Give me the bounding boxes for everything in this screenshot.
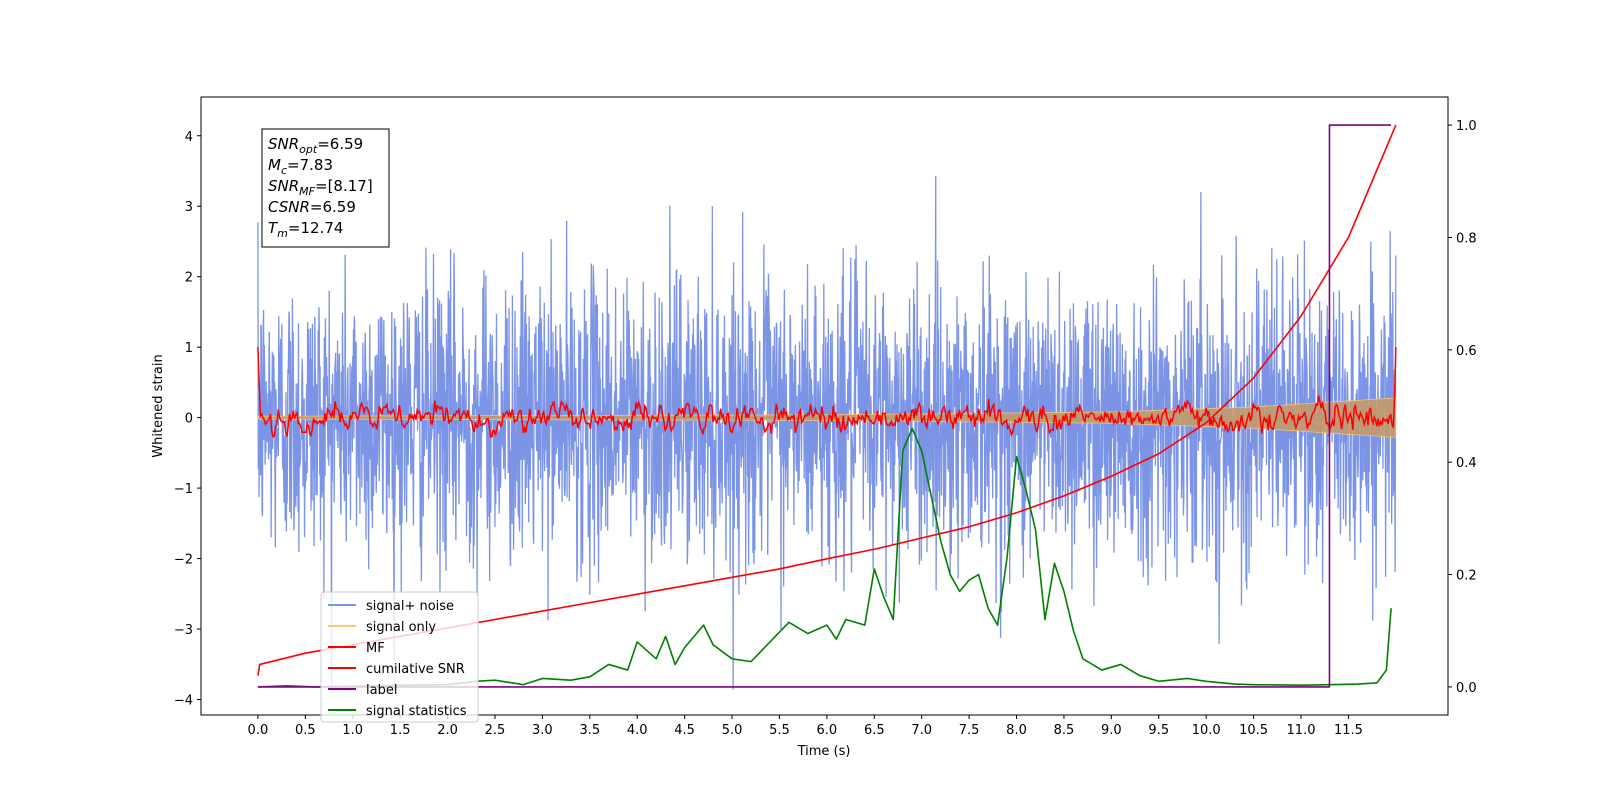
y2-tick-label: 0.4 (1456, 456, 1477, 471)
x-tick-label: 10.0 (1192, 723, 1221, 738)
x-tick-label: 2.5 (485, 723, 506, 738)
annotation-line: SNRMF=[8.17] (268, 177, 373, 198)
y2-tick-label: 0.6 (1456, 344, 1477, 359)
y2-tick-label: 0.8 (1456, 231, 1477, 246)
x-tick-label: 1.0 (342, 723, 363, 738)
legend-entry-label: signal+ noise (366, 599, 454, 614)
x-tick-label: 2.0 (437, 723, 458, 738)
annotation-line: Mc=7.83 (268, 156, 333, 177)
y-axis-label: Whitened strain (151, 354, 166, 457)
legend-entry-label: label (366, 683, 397, 698)
x-tick-label: 4.0 (627, 723, 648, 738)
y2-tick-label: 0.0 (1456, 681, 1477, 696)
y-tick-label: 0 (185, 412, 193, 427)
legend-entry-label: signal only (366, 620, 436, 635)
legend-entry-label: cumilative SNR (366, 662, 465, 677)
legend: signal+ noise signal only MF cumilative SNR… (320, 591, 479, 723)
legend-entry-label: signal statistics (366, 704, 467, 719)
x-tick-label: 9.0 (1101, 723, 1122, 738)
annotation-line: Tm=12.74 (268, 219, 343, 240)
x-tick-label: 0.0 (248, 723, 269, 738)
x-tick-label: 6.0 (817, 723, 838, 738)
y-tick-label: 2 (185, 271, 193, 286)
x-tick-label: 7.5 (959, 723, 980, 738)
y-tick-label: 4 (185, 130, 193, 145)
series-signal-statistics-line (257, 427, 1392, 688)
series-signal-only-band (257, 397, 1397, 438)
y-tick-label: −4 (174, 693, 193, 708)
x-tick-label: 0.5 (295, 723, 316, 738)
annotation-line: SNRopt=6.59 (268, 135, 363, 156)
series-label-line (257, 124, 1392, 688)
x-tick-label: 3.0 (532, 723, 553, 738)
annotation-line: CSNR=6.59 (268, 198, 356, 216)
y2-tick-label: 1.0 (1456, 119, 1477, 134)
x-tick-label: 5.5 (769, 723, 790, 738)
x-tick-label: 4.5 (674, 723, 695, 738)
legend-frame (320, 591, 479, 723)
y-tick-label: −1 (174, 482, 193, 497)
x-tick-label: 11.5 (1334, 723, 1363, 738)
legend-entry-label: MF (366, 641, 385, 656)
x-tick-label: 8.0 (1006, 723, 1027, 738)
annotation-box-frame (261, 128, 390, 248)
x-tick-label: 7.0 (911, 723, 932, 738)
x-tick-label: 1.5 (390, 723, 411, 738)
x-tick-label: 9.5 (1148, 723, 1169, 738)
axes-frame (200, 96, 1449, 716)
y-tick-label: −3 (174, 623, 193, 638)
x-tick-label: 5.0 (722, 723, 743, 738)
y-tick-label: 1 (185, 341, 193, 356)
axis-ticks: 0.0 0.5 1.0 1.5 2.0 2.5 3.0 3.5 4.0 4.5 5.0 5.5 6.0 6… (174, 119, 1477, 738)
series-signal-noise-line (257, 175, 1397, 693)
x-tick-label: 6.5 (864, 723, 885, 738)
x-tick-label: 8.5 (1054, 723, 1075, 738)
x-tick-label: 11.0 (1287, 723, 1316, 738)
y2-tick-label: 0.2 (1456, 569, 1477, 584)
y-tick-label: 3 (185, 200, 193, 215)
series-mf-line (257, 347, 1397, 438)
y-tick-label: −2 (174, 553, 193, 568)
x-axis-label: Time (s) (797, 744, 851, 759)
x-tick-label: 3.5 (579, 723, 600, 738)
x-tick-label: 10.5 (1239, 723, 1268, 738)
